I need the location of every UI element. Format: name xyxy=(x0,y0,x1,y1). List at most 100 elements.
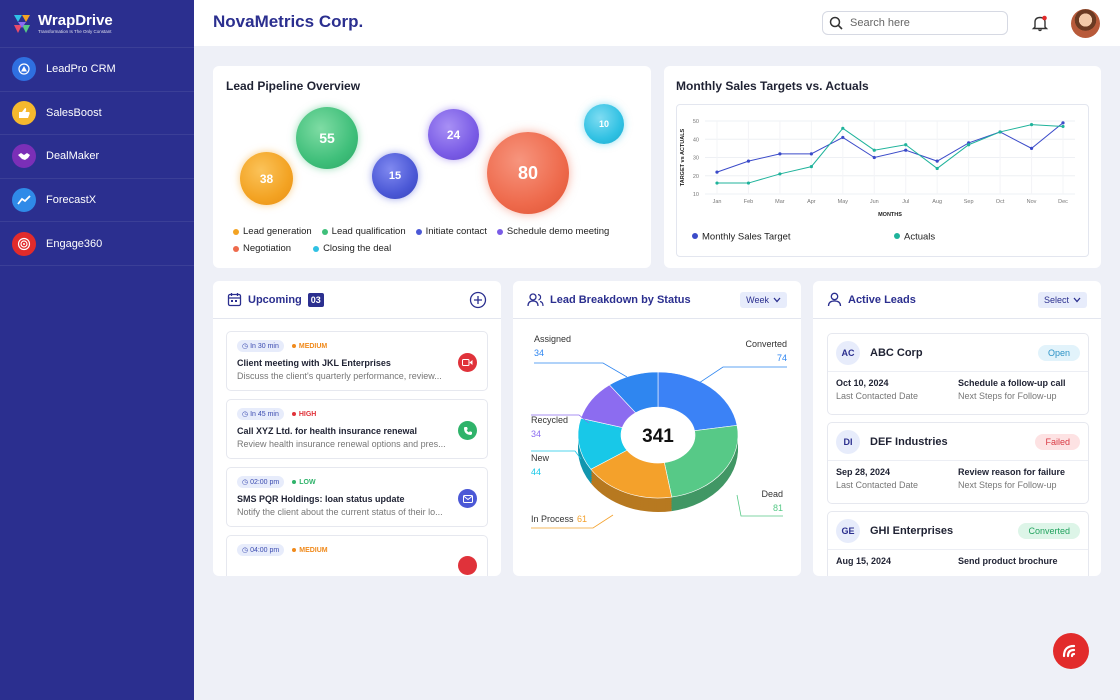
sidebar-item-leadpro-crm[interactable]: LeadPro CRM xyxy=(0,48,194,92)
legend-dot-icon xyxy=(894,233,900,239)
task-card[interactable]: ◷ 04:00 pm MEDIUM xyxy=(226,535,488,576)
segment-value: 44 xyxy=(531,467,541,477)
panel-header: Active Leads Select xyxy=(813,281,1101,319)
pipeline-bubble-lead-generation[interactable]: 38 xyxy=(240,152,293,205)
sales-chart-card: Monthly Sales Targets vs. Actuals 10 20 30… xyxy=(664,66,1101,268)
lead-card[interactable]: DI DEF Industries Failed Sep 28, 2024 Las… xyxy=(827,422,1089,504)
task-description: Discuss the client's quarterly performan… xyxy=(237,371,442,381)
select-dropdown[interactable]: Select xyxy=(1037,291,1087,308)
sidebar-item-salesboost[interactable]: SalesBoost xyxy=(0,92,194,136)
task-card[interactable]: ◷ In 30 min MEDIUM Client meeting with J… xyxy=(226,331,488,391)
priority-dot-icon xyxy=(291,344,296,348)
pipeline-bubble-closing-deal[interactable]: 10 xyxy=(584,104,624,144)
search-input[interactable] xyxy=(850,17,990,29)
lead-next-col: Review reason for failure Next Steps for … xyxy=(958,467,1080,490)
lead-card[interactable]: GE GHI Enterprises Converted Aug 15, 202… xyxy=(827,511,1089,576)
segment-label: Converted xyxy=(745,339,787,349)
video-call-button[interactable] xyxy=(458,353,477,372)
data-point xyxy=(1061,121,1065,125)
lead-card[interactable]: AC ABC Corp Open Oct 10, 2024 Last Contac… xyxy=(827,333,1089,415)
pipeline-bubble-initiate-contact[interactable]: 15 xyxy=(372,153,418,199)
notification-bell-icon[interactable] xyxy=(1031,14,1049,32)
task-meta: ◷ 04:00 pm MEDIUM xyxy=(237,544,477,556)
x-tick-label: May xyxy=(838,199,849,205)
lead-details: Aug 15, 2024 Send product brochure xyxy=(828,550,1088,572)
lead-pipeline-card: Lead Pipeline Overview 38 55 15 24 80 10… xyxy=(213,66,651,268)
lead-breakdown-card: Lead Breakdown by Status Week 341 Assigne… xyxy=(513,281,801,576)
priority-dot-icon xyxy=(292,480,297,484)
upcoming-card: Upcoming 03 ◷ In 30 min MEDIUM Client me… xyxy=(213,281,501,576)
y-tick-label: 50 xyxy=(693,119,699,125)
task-meta: ◷ 02:00 pm LOW xyxy=(237,476,477,488)
sidebar-item-label: DealMaker xyxy=(46,150,100,163)
sidebar-item-label: ForecastX xyxy=(46,194,97,207)
panel-title: Lead Breakdown by Status xyxy=(550,293,691,306)
legend-dot-icon xyxy=(233,245,239,252)
callout-line xyxy=(736,494,783,517)
week-dropdown[interactable]: Week xyxy=(740,291,787,308)
last-contacted-value: Sep 28, 2024 xyxy=(836,467,891,477)
target-icon xyxy=(12,231,36,256)
task-card[interactable]: ◷ In 45 min HIGH Call XYZ Ltd. for healt… xyxy=(226,399,488,459)
task-card[interactable]: ◷ 02:00 pm LOW SMS PQR Holdings: loan st… xyxy=(226,467,488,527)
segment-value: 61 xyxy=(577,514,587,524)
last-contacted-value: Aug 15, 2024 xyxy=(836,556,892,566)
search-box[interactable] xyxy=(822,11,1008,35)
video-call-button[interactable] xyxy=(458,556,477,575)
data-point xyxy=(809,165,813,169)
dropdown-value: Week xyxy=(746,294,769,305)
trend-line-icon xyxy=(12,188,36,213)
callout-line xyxy=(531,514,614,529)
legend-item: Schedule demo meeting xyxy=(496,226,609,237)
data-point xyxy=(904,148,908,152)
sidebar-item-engage360[interactable]: Engage360 xyxy=(0,222,194,266)
status-badge: Converted xyxy=(1018,522,1080,539)
thumbs-up-icon xyxy=(12,100,36,125)
legend-item: Negotiation xyxy=(233,243,291,254)
broadcast-icon xyxy=(1062,644,1076,658)
data-point xyxy=(1029,123,1034,127)
chevron-down-icon xyxy=(1073,297,1081,302)
phone-call-button[interactable] xyxy=(458,421,477,440)
last-contacted-label: Last Contacted Date xyxy=(836,480,919,490)
sidebar-item-forecastx[interactable]: ForecastX xyxy=(0,179,194,223)
lead-details: Oct 10, 2024 Last Contacted Date Schedule… xyxy=(828,372,1088,407)
series-line xyxy=(716,122,1064,173)
panel-title: Upcoming xyxy=(248,293,302,306)
bubble-value: 80 xyxy=(517,162,539,183)
donut-hole xyxy=(621,407,695,463)
time-chip: ◷ In 30 min xyxy=(237,340,284,352)
data-point xyxy=(935,159,939,163)
active-leads-card: Active Leads Select AC ABC Corp Open Oct… xyxy=(813,281,1101,576)
floating-assistant-button[interactable] xyxy=(1053,633,1089,669)
card-title: Monthly Sales Targets vs. Actuals xyxy=(676,79,869,93)
segment-value: 34 xyxy=(531,429,541,439)
legend-label: Lead qualification xyxy=(331,226,406,237)
last-contacted-value: Oct 10, 2024 xyxy=(836,378,889,388)
brand-name: WrapDrive xyxy=(38,11,113,29)
priority-label: MEDIUM xyxy=(291,343,327,350)
legend-dot-icon xyxy=(321,228,328,235)
next-step-value: Send product brochure xyxy=(958,556,1058,566)
data-point xyxy=(967,143,971,147)
pipeline-bubble-lead-qualification[interactable]: 55 xyxy=(296,107,358,169)
user-icon xyxy=(827,292,842,307)
search-icon xyxy=(829,16,843,30)
user-avatar[interactable] xyxy=(1071,9,1100,38)
brand[interactable]: WrapDrive Transformation Is The Only Con… xyxy=(0,0,194,48)
legend-label: Actuals xyxy=(904,232,935,243)
lead-date-col: Aug 15, 2024 xyxy=(836,556,958,566)
add-circle-icon[interactable] xyxy=(469,291,487,309)
data-point xyxy=(1029,146,1034,150)
pipeline-bubble-negotiation[interactable]: 80 xyxy=(487,132,569,214)
data-point xyxy=(998,130,1002,134)
x-tick-label: Apr xyxy=(807,199,816,205)
x-tick-label: Oct xyxy=(996,199,1005,205)
pipeline-bubble-schedule-demo[interactable]: 24 xyxy=(428,109,479,160)
email-button[interactable] xyxy=(458,489,477,508)
x-tick-label: Nov xyxy=(1027,199,1037,205)
lead-next-col: Schedule a follow-up call Next Steps for … xyxy=(958,378,1080,401)
handshake-icon xyxy=(12,144,36,169)
priority-label: HIGH xyxy=(291,411,316,418)
sidebar-item-dealmaker[interactable]: DealMaker xyxy=(0,135,194,179)
